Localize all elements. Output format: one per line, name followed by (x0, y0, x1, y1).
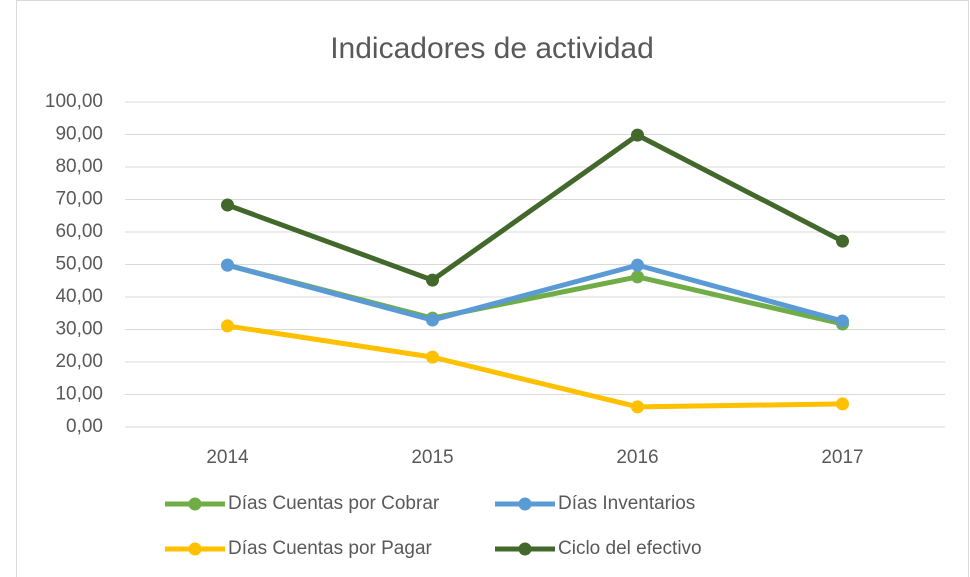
point (221, 198, 234, 212)
legend-marker (188, 542, 202, 556)
point (631, 270, 644, 284)
series-line (225, 323, 845, 410)
legend-label: Días Cuentas por Pagar (228, 538, 433, 559)
point (221, 258, 234, 272)
legend-marker (188, 497, 202, 511)
y-tick-label: 60,00 (55, 221, 103, 242)
x-tick-label: 2015 (411, 447, 453, 468)
legend-marker (518, 542, 532, 556)
series-line (225, 132, 845, 283)
x-tick-label: 2017 (821, 447, 863, 468)
x-tick-label: 2016 (616, 447, 658, 468)
point (426, 350, 439, 364)
point (836, 397, 849, 411)
y-tick-label: 10,00 (55, 384, 103, 405)
y-tick-label: 90,00 (55, 124, 103, 145)
chart-border (16, 0, 969, 577)
legend-label: Días Inventarios (558, 493, 695, 514)
y-tick-label: 50,00 (55, 254, 103, 275)
point (426, 313, 439, 327)
point (836, 314, 849, 328)
y-tick-label: 40,00 (55, 286, 103, 307)
legend-marker (518, 497, 532, 511)
y-tick-label: 0,00 (66, 416, 103, 437)
y-tick-label: 20,00 (55, 351, 103, 372)
point (836, 234, 849, 248)
point (221, 319, 234, 333)
y-tick-label: 30,00 (55, 319, 103, 340)
point (631, 128, 644, 142)
y-tick-label: 70,00 (55, 189, 103, 210)
y-tick-label: 100,00 (45, 91, 103, 112)
point (631, 258, 644, 272)
legend-label: Días Cuentas por Cobrar (228, 493, 440, 514)
y-tick-label: 80,00 (55, 156, 103, 177)
x-tick-label: 2014 (206, 447, 249, 468)
point (426, 273, 439, 287)
point (631, 400, 644, 414)
series-line (225, 262, 845, 324)
legend-label: Ciclo del efectivo (558, 538, 702, 559)
chart-title: Indicadores de actividad (330, 32, 654, 65)
